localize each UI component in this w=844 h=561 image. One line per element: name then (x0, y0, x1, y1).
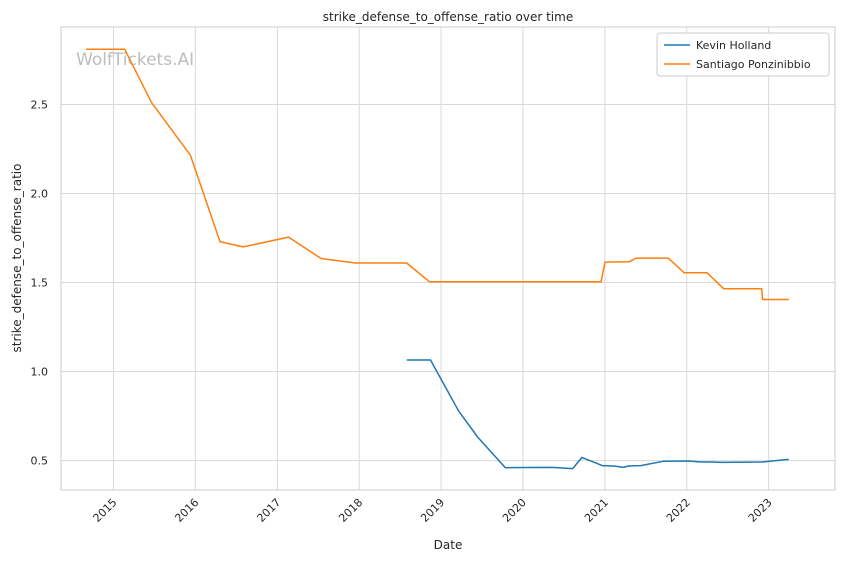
watermark: WolfTickets.AI (76, 50, 194, 70)
legend-label-santiago-ponzinibbio: Santiago Ponzinibbio (696, 58, 811, 71)
gridlines (61, 27, 835, 490)
y-axis-ticks: 0.5 1.0 1.5 2.0 2.5 (31, 98, 49, 467)
x-axis-label: Date (434, 538, 463, 552)
y-axis-label: strike_defense_to_offense_ratio (10, 164, 24, 353)
y-tick-label: 0.5 (31, 455, 49, 468)
y-tick-label: 1.0 (31, 366, 49, 379)
y-tick-label: 2.5 (31, 98, 49, 111)
chart-title: strike_defense_to_offense_ratio over tim… (323, 10, 573, 24)
legend-box (656, 32, 830, 77)
legend-label-kevin-holland: Kevin Holland (696, 39, 771, 52)
series-line-kevin-holland (406, 359, 789, 470)
y-tick-label: 1.5 (31, 277, 49, 290)
legend: Kevin Holland Santiago Ponzinibbio (656, 32, 830, 77)
series-line-santiago-ponzinibbio (86, 48, 789, 301)
series-layer (86, 48, 789, 470)
y-tick-label: 2.0 (31, 188, 49, 201)
plot-frame (60, 26, 836, 491)
